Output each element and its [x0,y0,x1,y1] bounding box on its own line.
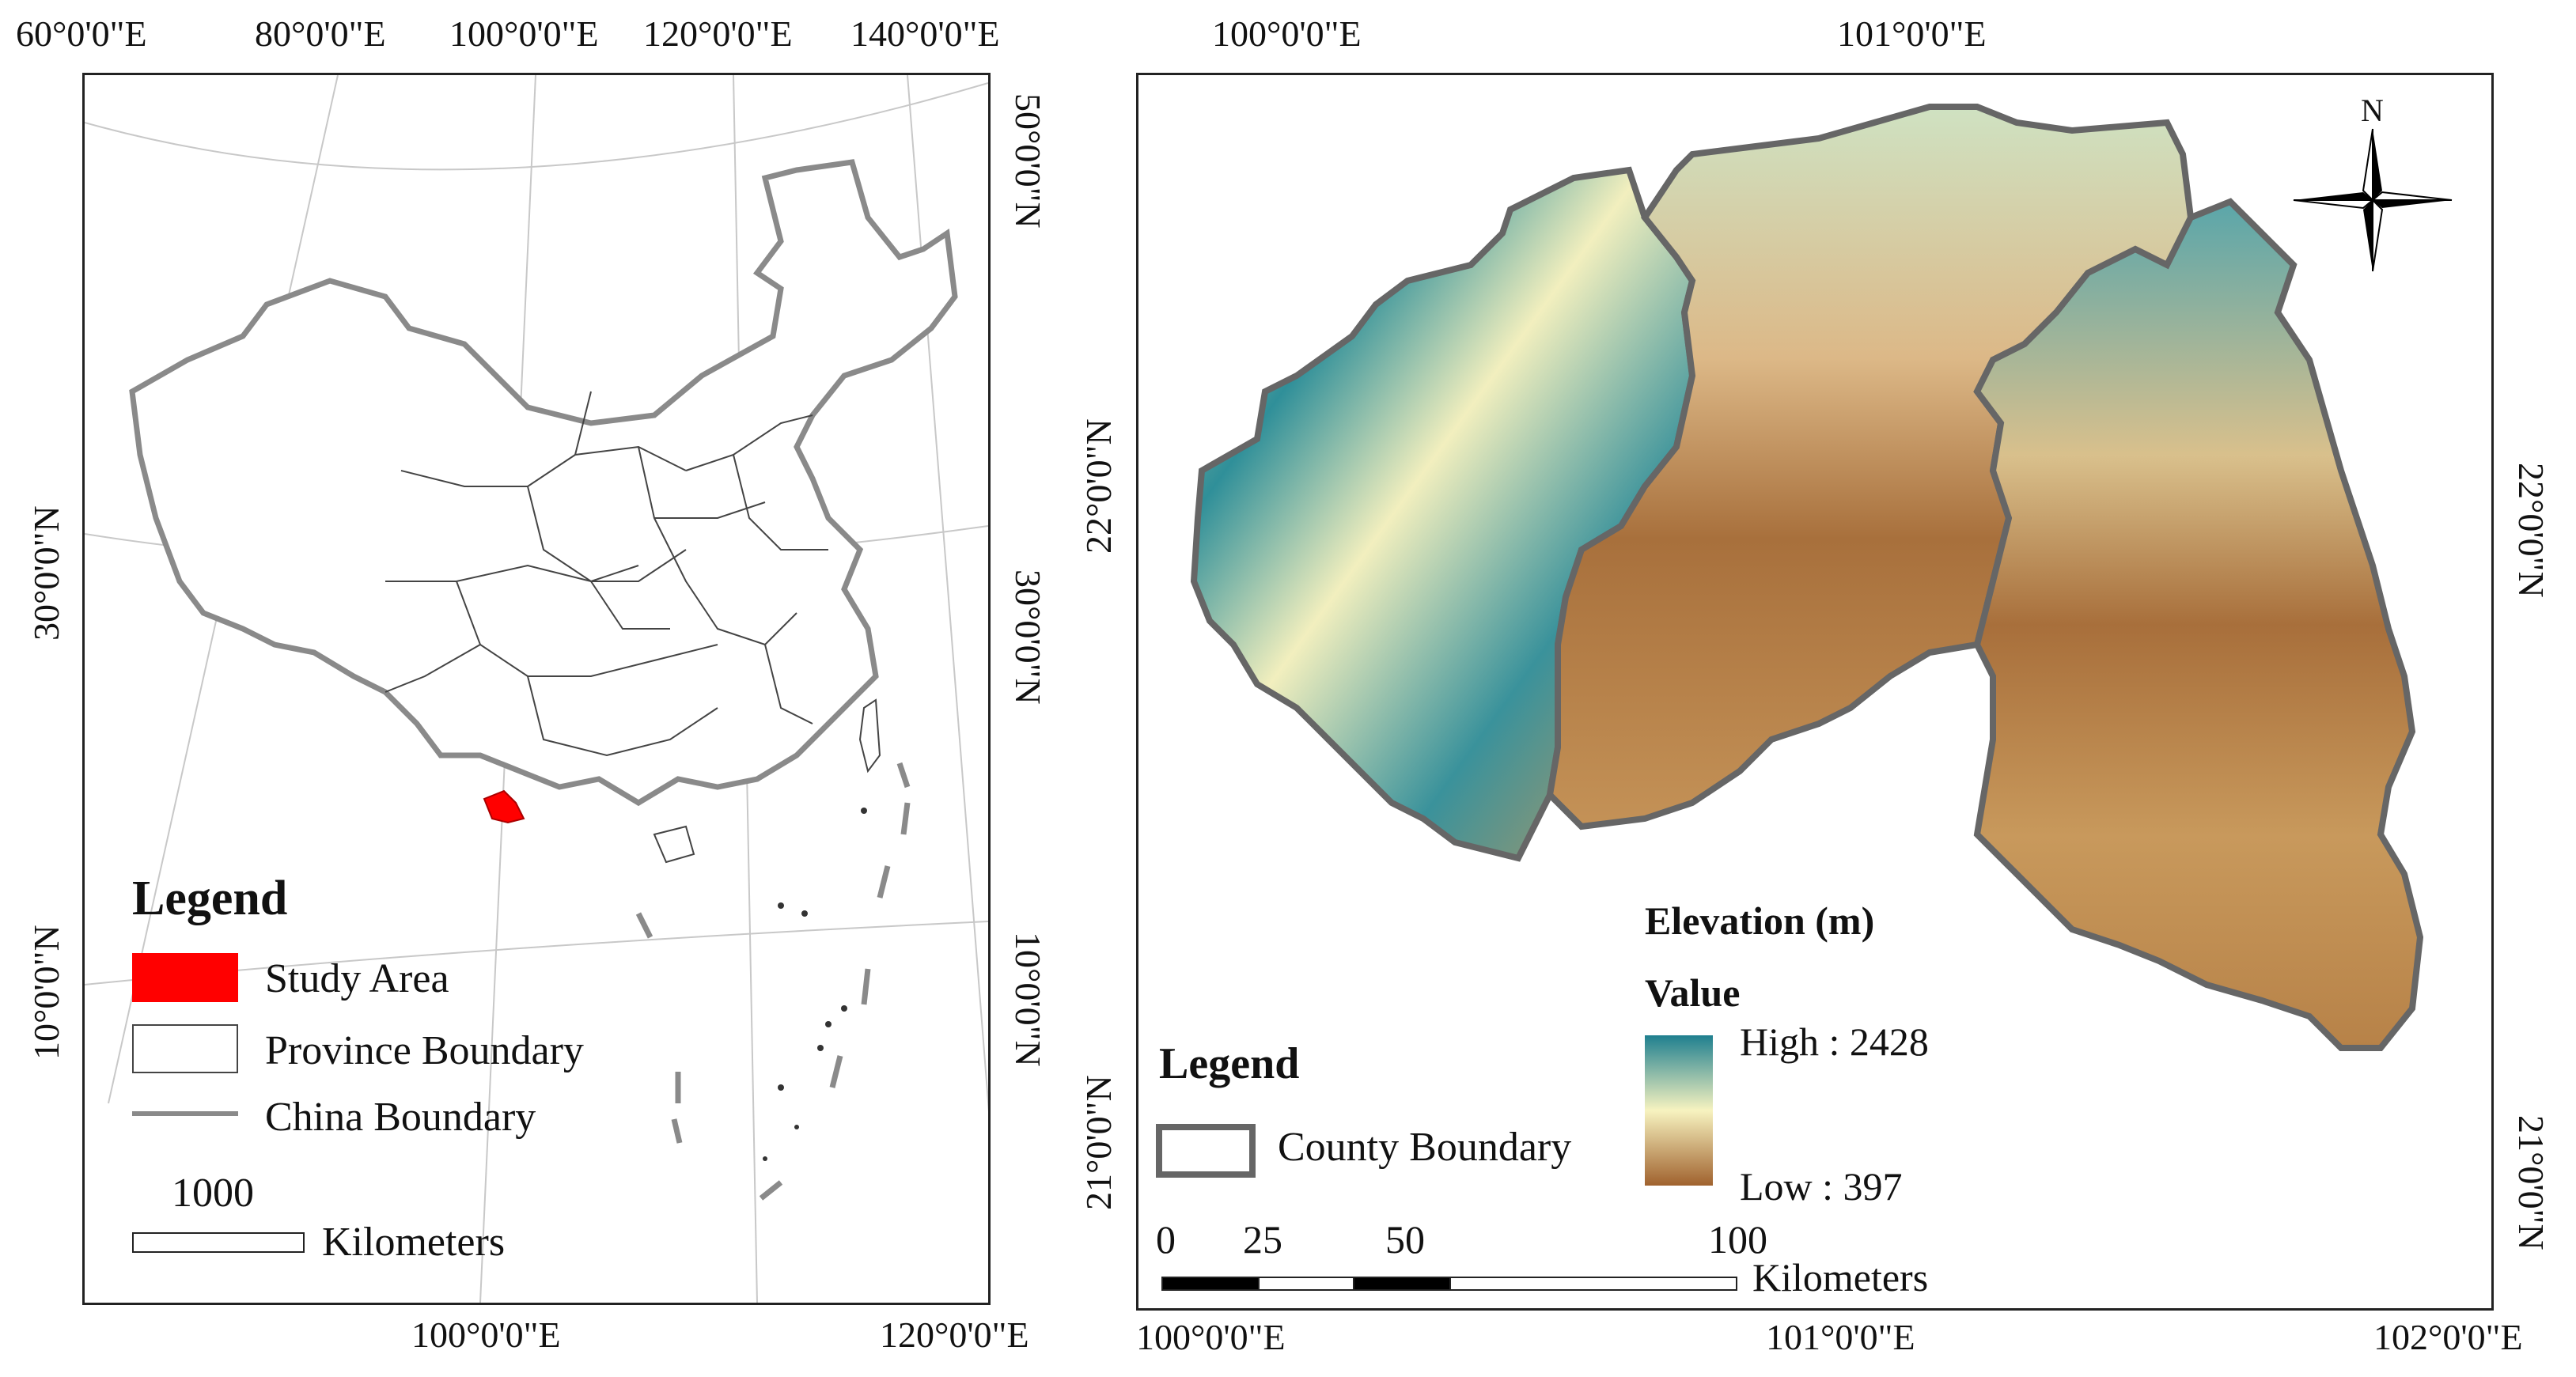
legend-item-china-boundary: China Boundary [265,1095,536,1140]
legend-item-study-area: Study Area [265,956,449,1001]
legend-item-county-boundary: County Boundary [1278,1125,1572,1170]
north-arrow-label: N [2361,93,2384,128]
left-legend-title: Legend [132,872,288,925]
left-bottom-label-120e: 120°0'0"E [880,1315,1029,1355]
left-scale-value: 1000 [172,1171,254,1216]
elevation-high-label: High : 2428 [1740,1020,1929,1064]
legend-item-province-boundary: Province Boundary [265,1028,584,1073]
scale-tick-25: 25 [1243,1217,1282,1262]
right-top-label-100e: 100°0'0"E [1212,13,1362,54]
elevation-subtitle: Value [1645,970,1741,1015]
elevation-low-label: Low : 397 [1740,1164,1903,1209]
right-legend-title: Legend [1159,1039,1300,1088]
left-right-label-10n: 10°0'0"N [1008,932,1048,1067]
left-top-label-140e: 140°0'0"E [850,13,1000,54]
right-scale-unit: Kilometers [1752,1255,1929,1299]
left-bottom-label-100e: 100°0'0"E [411,1315,561,1355]
scale-tick-100: 100 [1708,1217,1767,1262]
county-boundary-swatch [1156,1124,1256,1178]
china-boundary [129,159,958,807]
left-right-label-30n: 30°0'0"N [1008,569,1048,705]
china-map [85,75,988,1303]
scale-tick-0: 0 [1156,1217,1176,1262]
right-scale-bar [1161,1277,1737,1291]
study-area-polygon [483,789,525,824]
left-left-label-30n: 30°0'0"N [26,505,66,641]
north-arrow-icon [2293,128,2453,272]
left-left-label-10n: 10°0'0"N [26,925,66,1060]
left-right-label-50n: 50°0'0"N [1008,93,1048,229]
right-right-label-21n: 21°0'0"N [2511,1115,2551,1250]
left-scale-unit: Kilometers [322,1220,506,1265]
left-top-label-100e: 100°0'0"E [449,13,599,54]
left-top-label-120e: 120°0'0"E [643,13,793,54]
china-boundary-swatch [132,1111,238,1116]
right-bottom-label-102e: 102°0'0"E [2373,1317,2523,1357]
right-map-frame: N Elevation (m) Value High : 2428 Low : … [1136,73,2494,1311]
scale-tick-50: 50 [1385,1217,1425,1262]
elevation-map [1156,104,2453,1291]
left-top-label-80e: 80°0'0"E [255,13,386,54]
left-top-label-60e: 60°0'0"E [16,13,147,54]
right-left-label-22n: 22°0'0"N [1078,418,1119,554]
right-bottom-label-100e: 100°0'0"E [1136,1317,1286,1357]
study-area-swatch [132,953,238,1002]
elevation-title: Elevation (m) [1645,898,1875,943]
elevation-gradient-bar [1645,1035,1713,1186]
right-right-label-22n: 22°0'0"N [2511,463,2551,598]
left-scale-bar [132,1232,305,1253]
left-map-frame: Legend Study Area Province Boundary Chin… [82,73,991,1305]
province-boundary-swatch [132,1024,238,1073]
county-east [1973,198,2424,1051]
right-bottom-label-101e: 101°0'0"E [1766,1317,1915,1357]
right-left-label-21n: 21°0'0"N [1078,1075,1119,1210]
right-top-label-101e: 101°0'0"E [1837,13,1987,54]
